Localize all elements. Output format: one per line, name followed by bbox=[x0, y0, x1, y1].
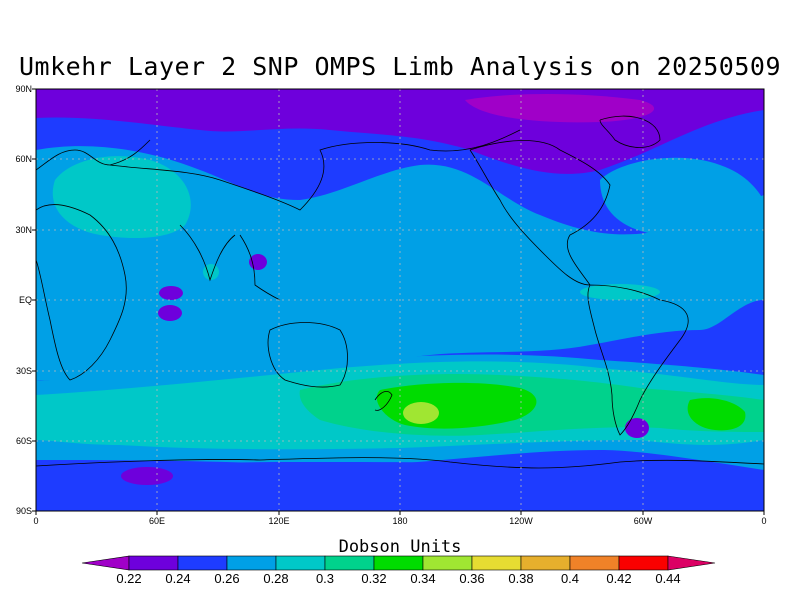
coast-samerica bbox=[587, 284, 689, 436]
lon-label-0: 0 bbox=[33, 516, 39, 526]
coast-greenland bbox=[599, 115, 661, 148]
colorbar-tick-label: 0.44 bbox=[655, 571, 681, 586]
lon-label-60e: 60E bbox=[148, 516, 165, 526]
coast-nz bbox=[374, 391, 393, 411]
colorbar-tick-label: 0.22 bbox=[116, 571, 142, 586]
field-tropics bbox=[36, 146, 764, 385]
colorbar-tick-label: 0.3 bbox=[315, 571, 335, 586]
colorbar-segment bbox=[128, 555, 179, 571]
field-atlantic-north bbox=[600, 157, 764, 237]
lon-label-180: 180 bbox=[392, 516, 408, 526]
colorbar-segment bbox=[226, 555, 277, 571]
lon-label-120e: 120E bbox=[268, 516, 290, 526]
colorbar-tick-label: 0.4 bbox=[560, 571, 580, 586]
gridlines bbox=[36, 89, 764, 511]
lat-label-90n: 90N bbox=[15, 84, 32, 94]
coast-seasia bbox=[239, 234, 281, 301]
colorbar bbox=[81, 555, 716, 571]
colorbar-tick-label: 0.34 bbox=[410, 571, 436, 586]
field-atlantic-eq bbox=[580, 284, 660, 300]
field-eurasia-high bbox=[52, 156, 191, 238]
chart-title: Umkehr Layer 2 SNP OMPS Limb Analysis on… bbox=[18, 52, 781, 81]
colorbar-tick-label: 0.36 bbox=[459, 571, 485, 586]
colorbar-segment bbox=[324, 555, 375, 571]
field-indian-blob2 bbox=[158, 305, 182, 321]
lat-label-30n: 30N bbox=[15, 225, 32, 235]
field-patagonia-blob bbox=[625, 418, 649, 438]
axis-ticks bbox=[32, 88, 765, 515]
colorbar-tick-label: 0.24 bbox=[165, 571, 191, 586]
colorbar-tick-label: 0.26 bbox=[214, 571, 240, 586]
colorbar-segment bbox=[520, 555, 571, 571]
coast-asia bbox=[109, 129, 521, 211]
coast-namerica bbox=[469, 140, 611, 286]
colorbar-tick-label: 0.28 bbox=[263, 571, 289, 586]
coast-india bbox=[179, 224, 236, 282]
colorbar-segment bbox=[569, 555, 620, 571]
lon-label-120w: 120W bbox=[509, 516, 533, 526]
field-arctic-core bbox=[465, 94, 655, 123]
coast-antarctica bbox=[36, 457, 764, 469]
field-indian-blob1 bbox=[159, 286, 183, 300]
lon-label-60w: 60W bbox=[633, 516, 653, 526]
field-south-atlantic-core bbox=[687, 398, 746, 431]
colorbar-segment bbox=[275, 555, 326, 571]
colorbar-arrow-low bbox=[81, 555, 130, 571]
colorbar-tick-label: 0.32 bbox=[361, 571, 387, 586]
lon-label-0-east: 0 bbox=[761, 516, 767, 526]
lat-label-60n: 60N bbox=[15, 154, 32, 164]
lat-label-30s: 30S bbox=[15, 366, 32, 376]
lat-label-eq: EQ bbox=[18, 295, 32, 305]
field-arabia-blob bbox=[203, 264, 219, 280]
colorbar-tick-label: 0.42 bbox=[606, 571, 632, 586]
coast-europe bbox=[36, 139, 151, 171]
field-max-blob bbox=[403, 402, 439, 424]
colorbar-segment bbox=[471, 555, 522, 571]
coast-australia bbox=[267, 322, 348, 388]
field-scs-blob bbox=[249, 254, 267, 270]
coast-africa bbox=[36, 204, 127, 381]
coastlines bbox=[36, 115, 764, 469]
colorbar-tick-label: 0.38 bbox=[508, 571, 534, 586]
lat-label-90s: 90S bbox=[15, 506, 32, 516]
lat-label-60s: 60S bbox=[15, 436, 32, 446]
colorbar-segment bbox=[618, 555, 669, 571]
colorbar-segment bbox=[177, 555, 228, 571]
colorbar-title: Dobson Units bbox=[338, 537, 462, 557]
colorbar-segment bbox=[422, 555, 473, 571]
colorbar-segment bbox=[373, 555, 424, 571]
field-antarctic-blob bbox=[121, 467, 173, 485]
colorbar-arrow-high bbox=[667, 555, 716, 571]
